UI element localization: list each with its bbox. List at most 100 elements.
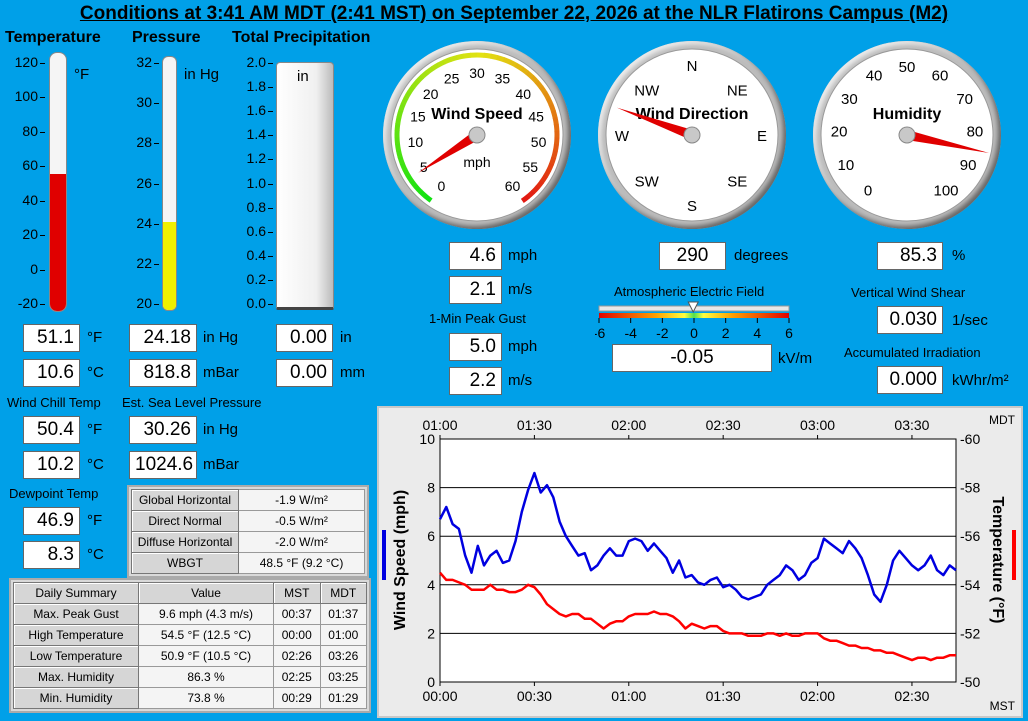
gauge-color-arc (555, 117, 556, 124)
y-left-tick-label: 2 (427, 625, 435, 641)
gauge-color-arc (545, 93, 549, 99)
scale-tick-label: 30 (118, 94, 152, 110)
gauge-tick-label: 0 (438, 178, 446, 194)
x-top-tick-label: 03:30 (894, 417, 929, 433)
gauge-tick-label: 25 (444, 70, 460, 86)
dewpoint-c-value: 8.3 (23, 541, 80, 569)
precipitation-scale-unit: in (297, 68, 309, 85)
electric-field-tick-label: -2 (656, 325, 669, 341)
scale-tick-mark (154, 63, 159, 64)
gauge-tick-label: 60 (505, 178, 521, 194)
pressure-bar (162, 56, 177, 311)
daily-summary-table: Daily Summary Value MST MDT Max. Peak Gu… (13, 582, 367, 709)
plot-area (440, 439, 956, 682)
precip-mm-unit: mm (340, 364, 365, 381)
summary-value: 86.3 % (139, 667, 274, 688)
y-right-tick-label: -52 (960, 625, 980, 641)
scale-tick-mark (268, 135, 273, 136)
scale-tick-mark (154, 143, 159, 144)
gauge-color-arc (551, 105, 554, 112)
scale-tick-mark (268, 159, 273, 160)
wind-shear-label: Vertical Wind Shear (851, 285, 965, 300)
scale-tick-mark (268, 304, 273, 305)
scale-tick-mark (154, 264, 159, 265)
scale-tick-label: 26 (118, 175, 152, 191)
summary-mdt: 01:37 (320, 604, 367, 625)
scale-tick-label: 1.4 (232, 126, 266, 142)
gauge-hub (469, 127, 485, 143)
summary-mdt: 01:29 (320, 688, 367, 709)
gauge-unit: mph (463, 154, 490, 170)
scale-tick-label: -20 (4, 295, 38, 311)
gauge-tick-label: 70 (956, 91, 973, 108)
x-top-tick-label: 02:00 (611, 417, 646, 433)
gauge-hub (899, 127, 915, 143)
y-left-tick-label: 4 (427, 577, 435, 593)
wind-speed-mph-unit: mph (508, 247, 537, 264)
dewpoint-f-unit: °F (87, 512, 102, 529)
peak-gust-label: 1-Min Peak Gust (429, 311, 526, 326)
scale-tick-label: 1.0 (232, 175, 266, 191)
gauge-hub (684, 127, 700, 143)
gauge-color-arc (549, 164, 552, 171)
gauge-tick-label: 50 (531, 134, 547, 150)
pressure-bar-fill (163, 222, 176, 310)
scale-tick-label: 20 (4, 226, 38, 242)
radiation-label: WBGT (132, 553, 239, 574)
gauge-color-arc (457, 56, 464, 58)
scale-tick-mark (268, 208, 273, 209)
gauge-color-arc (397, 123, 398, 130)
electric-field-tick-label: 6 (785, 325, 793, 341)
temperature-header: Temperature (5, 29, 101, 47)
sea-level-inhg-value: 30.26 (129, 416, 197, 444)
sea-level-label: Est. Sea Level Pressure (122, 395, 261, 410)
gauge-color-arc (432, 65, 438, 69)
gauge-tick-label: 30 (841, 91, 858, 108)
gauge-color-arc (510, 62, 517, 65)
scale-tick-label: 0.4 (232, 247, 266, 263)
scale-tick-label: 60 (4, 157, 38, 173)
gauge-color-arc (545, 170, 549, 177)
scale-tick-mark (268, 111, 273, 112)
x-top-tick-label: 01:30 (517, 417, 552, 433)
gauge-color-arc (444, 59, 451, 62)
x-bottom-tick-label: 01:00 (611, 688, 646, 704)
irradiation-label: Accumulated Irradiation (844, 345, 981, 360)
gauge-tick-label: 45 (528, 108, 544, 124)
gauge-color-arc (401, 104, 404, 111)
radiation-value: -0.5 W/m² (239, 511, 365, 532)
radiation-panel: Global Horizontal-1.9 W/m² Direct Normal… (127, 485, 369, 578)
x-bottom-tick-label: 00:00 (422, 688, 457, 704)
scale-tick-label: 0.6 (232, 223, 266, 239)
summary-mdt: 01:00 (320, 625, 367, 646)
compass-label: NE (727, 83, 748, 100)
radiation-value: -2.0 W/m² (239, 532, 365, 553)
summary-mst: 02:25 (274, 667, 321, 688)
sea-level-inhg-unit: in Hg (203, 421, 238, 438)
scale-tick-mark (40, 304, 45, 305)
x-top-tick-label: 02:30 (706, 417, 741, 433)
gauge-color-arc (490, 56, 497, 58)
wind-speed-ms-unit: m/s (508, 281, 532, 298)
x-top-tick-label: 01:00 (422, 417, 457, 433)
gauge-color-arc (497, 58, 504, 60)
electric-field-tick-label: -6 (595, 325, 605, 341)
page-title: Conditions at 3:41 AM MDT (2:41 MST) on … (0, 3, 1028, 25)
scale-tick-label: 22 (118, 255, 152, 271)
gauge-color-arc (542, 176, 546, 182)
gauge-color-arc (438, 62, 445, 65)
y-right-tick-label: -54 (960, 577, 980, 593)
summary-mst: 00:29 (274, 688, 321, 709)
gauge-color-arc (402, 163, 405, 170)
thermometer (49, 52, 67, 312)
gauge-color-arc (516, 65, 522, 69)
gauge-color-arc (400, 157, 402, 164)
gauge-tick-label: 40 (866, 68, 883, 85)
scale-tick-label: 1.8 (232, 78, 266, 94)
gauge-color-arc (503, 60, 510, 63)
